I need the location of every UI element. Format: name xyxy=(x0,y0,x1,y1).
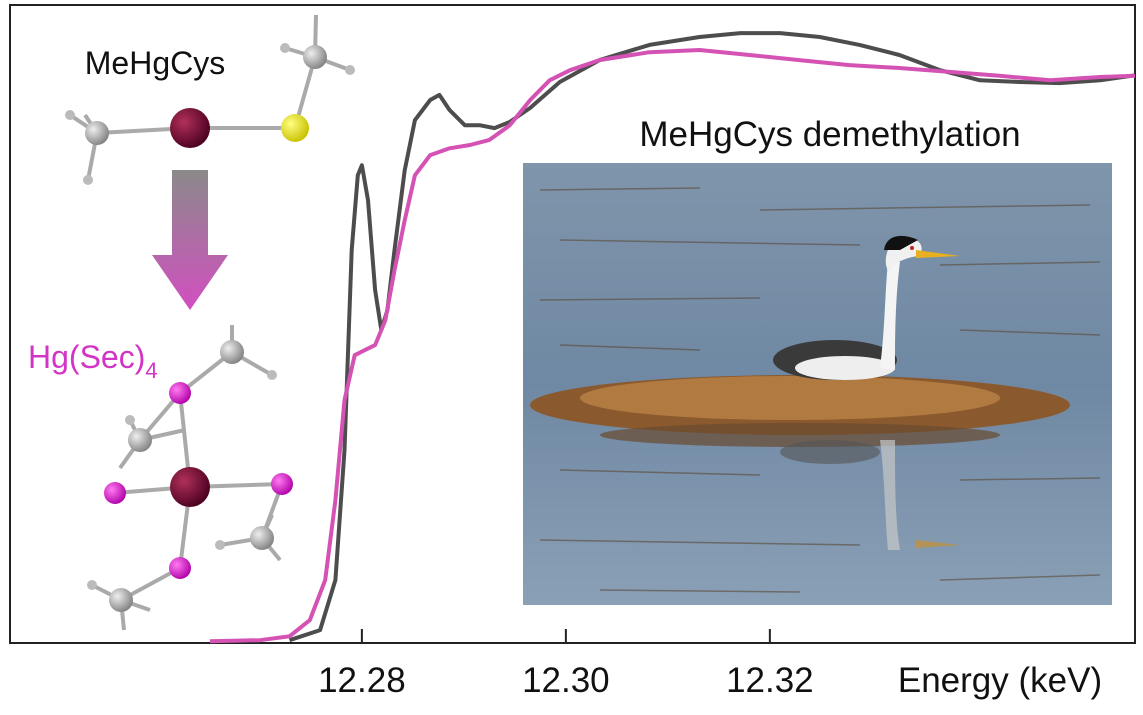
annotation-subscript: 4 xyxy=(145,358,157,383)
x-tick-label: 12.28 xyxy=(318,661,406,700)
x-tick-label: 12.30 xyxy=(522,661,610,700)
line-series xyxy=(288,31,1136,643)
annotation: MeHgCys demethylation xyxy=(639,115,1020,154)
photo xyxy=(523,163,1112,605)
line-series xyxy=(209,48,1136,644)
annotation-text: Hg(Sec) xyxy=(28,339,145,375)
annotation: MeHgCys xyxy=(85,45,225,81)
arrow xyxy=(152,170,228,310)
molecule-mehgcys xyxy=(65,14,355,185)
x-tick-label: 12.32 xyxy=(726,661,814,700)
annotation: Hg(Sec)4 xyxy=(28,339,158,383)
molecule-hgsec4 xyxy=(87,325,293,631)
plot-frame xyxy=(9,4,1136,644)
x-axis-label: Energy (keV) xyxy=(898,661,1102,700)
